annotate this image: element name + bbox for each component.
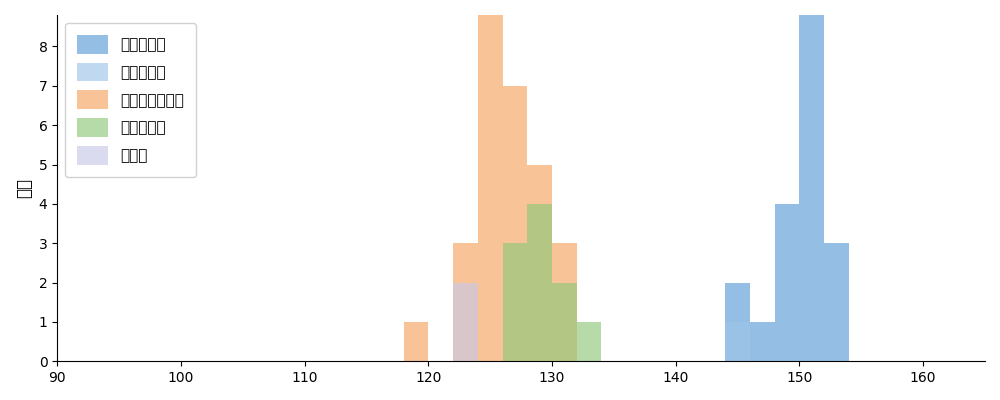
Bar — [453, 243, 478, 361]
Bar — [527, 164, 552, 361]
Bar — [775, 204, 799, 361]
Bar — [725, 322, 750, 361]
Bar — [552, 243, 577, 361]
Bar — [503, 86, 527, 361]
Bar — [503, 243, 527, 361]
Legend: ストレート, ツーシーム, チェンジアップ, スライダー, カーブ: ストレート, ツーシーム, チェンジアップ, スライダー, カーブ — [65, 23, 196, 177]
Bar — [453, 282, 478, 361]
Y-axis label: 球数: 球数 — [15, 178, 33, 198]
Bar — [577, 322, 601, 361]
Bar — [725, 282, 750, 361]
Bar — [552, 282, 577, 361]
Bar — [750, 322, 775, 361]
Bar — [799, 0, 824, 361]
Bar — [527, 204, 552, 361]
Bar — [404, 322, 428, 361]
Bar — [478, 7, 503, 361]
Bar — [824, 243, 849, 361]
